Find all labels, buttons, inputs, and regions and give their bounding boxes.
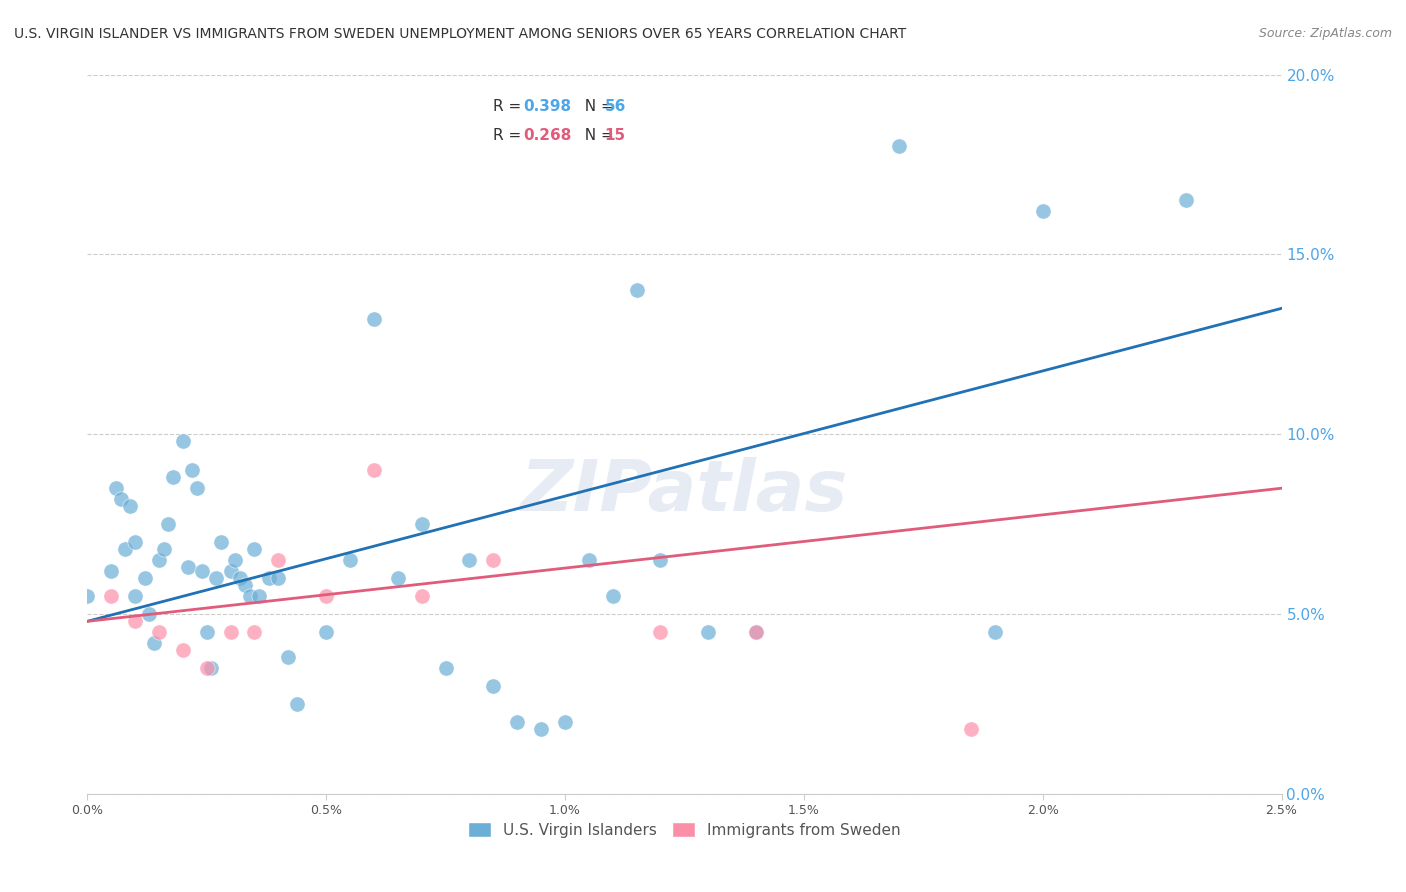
Text: 56: 56 — [605, 99, 626, 114]
Point — [143, 636, 166, 650]
Text: ZIPatlas: ZIPatlas — [520, 458, 848, 526]
Point — [181, 463, 204, 477]
Point — [247, 589, 270, 603]
Point — [315, 589, 337, 603]
Point — [984, 625, 1007, 640]
Point — [100, 564, 122, 578]
Point — [1032, 204, 1054, 219]
Point — [172, 434, 194, 449]
Point — [506, 714, 529, 729]
Text: 15: 15 — [605, 128, 626, 144]
Point — [205, 571, 228, 585]
Point — [434, 661, 457, 675]
Point — [257, 571, 280, 585]
Point — [219, 564, 242, 578]
Point — [224, 553, 246, 567]
Point — [195, 661, 218, 675]
Point — [157, 517, 180, 532]
Text: 0.398: 0.398 — [523, 99, 571, 114]
Point — [697, 625, 720, 640]
Point — [124, 535, 146, 549]
Point — [162, 470, 184, 484]
Point — [243, 625, 266, 640]
Point — [148, 625, 170, 640]
Point — [233, 578, 256, 592]
Point — [458, 553, 481, 567]
Text: 0.268: 0.268 — [523, 128, 571, 144]
Point — [554, 714, 576, 729]
Text: N =: N = — [575, 99, 619, 114]
Point — [287, 697, 309, 711]
Point — [411, 517, 433, 532]
Point — [148, 553, 170, 567]
Point — [200, 661, 222, 675]
Point — [229, 571, 252, 585]
Point — [745, 625, 768, 640]
Point — [650, 553, 672, 567]
Point — [363, 463, 385, 477]
Point — [219, 625, 242, 640]
Text: Source: ZipAtlas.com: Source: ZipAtlas.com — [1258, 27, 1392, 40]
Point — [960, 723, 983, 737]
Point — [387, 571, 409, 585]
Point — [267, 571, 290, 585]
Point — [267, 553, 290, 567]
Point — [152, 542, 174, 557]
Point — [482, 553, 505, 567]
Point — [191, 564, 214, 578]
Point — [138, 607, 160, 621]
Point — [176, 560, 198, 574]
Point — [626, 284, 648, 298]
Text: R =: R = — [494, 128, 526, 144]
Point — [110, 491, 132, 506]
Point — [124, 589, 146, 603]
Point — [134, 571, 156, 585]
Point — [530, 723, 553, 737]
Point — [277, 650, 299, 665]
Point — [339, 553, 361, 567]
Point — [124, 615, 146, 629]
Point — [363, 312, 385, 326]
Point — [243, 542, 266, 557]
Point — [578, 553, 600, 567]
Point — [650, 625, 672, 640]
Point — [602, 589, 624, 603]
Text: R =: R = — [494, 99, 526, 114]
Point — [76, 589, 98, 603]
Point — [889, 139, 911, 153]
Point — [1175, 194, 1198, 208]
Point — [745, 625, 768, 640]
Text: N =: N = — [575, 128, 619, 144]
Point — [315, 625, 337, 640]
Point — [114, 542, 136, 557]
Point — [100, 589, 122, 603]
Point — [120, 500, 142, 514]
Point — [195, 625, 218, 640]
Point — [411, 589, 433, 603]
Point — [172, 643, 194, 657]
Point — [482, 679, 505, 693]
Point — [209, 535, 232, 549]
Point — [104, 481, 127, 495]
Legend: U.S. Virgin Islanders, Immigrants from Sweden: U.S. Virgin Islanders, Immigrants from S… — [461, 815, 907, 844]
Point — [186, 481, 208, 495]
Point — [239, 589, 262, 603]
Text: U.S. VIRGIN ISLANDER VS IMMIGRANTS FROM SWEDEN UNEMPLOYMENT AMONG SENIORS OVER 6: U.S. VIRGIN ISLANDER VS IMMIGRANTS FROM … — [14, 27, 907, 41]
